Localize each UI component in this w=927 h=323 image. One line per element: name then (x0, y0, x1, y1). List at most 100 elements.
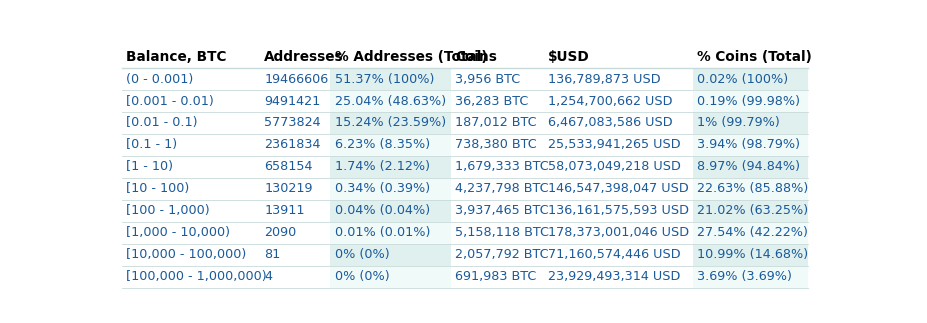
Bar (260, 200, 330, 222)
Text: Balance, BTC: Balance, BTC (126, 50, 226, 64)
Text: 2090: 2090 (264, 226, 296, 239)
Bar (692, 68, 807, 90)
Bar (121, 90, 260, 112)
Bar (451, 244, 542, 266)
Text: 178,373,001,046 USD: 178,373,001,046 USD (547, 226, 688, 239)
Text: 3.94% (98.79%): 3.94% (98.79%) (696, 139, 799, 151)
Text: 5,158,118 BTC: 5,158,118 BTC (455, 226, 549, 239)
Text: 25.04% (48.63%): 25.04% (48.63%) (335, 95, 445, 108)
Bar (121, 46, 260, 68)
Text: 23,929,493,314 USD: 23,929,493,314 USD (547, 270, 679, 283)
Text: 6,467,083,586 USD: 6,467,083,586 USD (547, 117, 671, 130)
Bar (451, 266, 542, 287)
Bar (121, 222, 260, 244)
Text: Coins: Coins (455, 50, 497, 64)
Bar (542, 90, 692, 112)
Text: 10.99% (14.68%): 10.99% (14.68%) (696, 248, 807, 261)
Bar (330, 68, 451, 90)
Text: 187,012 BTC: 187,012 BTC (455, 117, 537, 130)
Text: 36,283 BTC: 36,283 BTC (455, 95, 528, 108)
Bar (692, 178, 807, 200)
Bar (542, 200, 692, 222)
Text: 58,073,049,218 USD: 58,073,049,218 USD (547, 161, 679, 173)
Bar (330, 222, 451, 244)
Bar (121, 244, 260, 266)
Text: 0% (0%): 0% (0%) (335, 270, 388, 283)
Text: 15.24% (23.59%): 15.24% (23.59%) (335, 117, 445, 130)
Bar (451, 178, 542, 200)
Text: 136,161,575,593 USD: 136,161,575,593 USD (547, 204, 688, 217)
Text: [1 - 10): [1 - 10) (126, 161, 172, 173)
Bar (542, 156, 692, 178)
Bar (260, 156, 330, 178)
Bar (692, 46, 807, 68)
Bar (121, 200, 260, 222)
Text: (0 - 0.001): (0 - 0.001) (126, 73, 193, 86)
Bar (330, 90, 451, 112)
Text: % Coins (Total): % Coins (Total) (696, 50, 811, 64)
Bar (692, 222, 807, 244)
Bar (260, 222, 330, 244)
Text: 4,237,798 BTC: 4,237,798 BTC (455, 182, 549, 195)
Bar (451, 134, 542, 156)
Bar (260, 134, 330, 156)
Bar (260, 90, 330, 112)
Text: [0.01 - 0.1): [0.01 - 0.1) (126, 117, 197, 130)
Text: 3.69% (3.69%): 3.69% (3.69%) (696, 270, 791, 283)
Text: 0.34% (0.39%): 0.34% (0.39%) (335, 182, 429, 195)
Bar (330, 46, 451, 68)
Text: 146,547,398,047 USD: 146,547,398,047 USD (547, 182, 688, 195)
Bar (330, 200, 451, 222)
Bar (330, 156, 451, 178)
Bar (692, 112, 807, 134)
Text: [0.001 - 0.01): [0.001 - 0.01) (126, 95, 213, 108)
Bar (542, 222, 692, 244)
Text: [10,000 - 100,000): [10,000 - 100,000) (126, 248, 246, 261)
Bar (451, 90, 542, 112)
Text: Addresses: Addresses (264, 50, 343, 64)
Text: $USD: $USD (547, 50, 589, 64)
Bar (330, 244, 451, 266)
Text: 0.02% (100%): 0.02% (100%) (696, 73, 787, 86)
Bar (692, 90, 807, 112)
Bar (451, 222, 542, 244)
Bar (542, 68, 692, 90)
Text: 738,380 BTC: 738,380 BTC (455, 139, 537, 151)
Bar (260, 244, 330, 266)
Text: 51.37% (100%): 51.37% (100%) (335, 73, 434, 86)
Text: 691,983 BTC: 691,983 BTC (455, 270, 536, 283)
Bar (330, 266, 451, 287)
Bar (121, 112, 260, 134)
Bar (692, 244, 807, 266)
Text: 5773824: 5773824 (264, 117, 321, 130)
Bar (451, 156, 542, 178)
Bar (330, 134, 451, 156)
Bar (451, 68, 542, 90)
Text: 27.54% (42.22%): 27.54% (42.22%) (696, 226, 807, 239)
Bar (330, 178, 451, 200)
Bar (692, 200, 807, 222)
Bar (330, 112, 451, 134)
Text: 0.04% (0.04%): 0.04% (0.04%) (335, 204, 429, 217)
Text: 1.74% (2.12%): 1.74% (2.12%) (335, 161, 429, 173)
Bar (451, 112, 542, 134)
Text: 658154: 658154 (264, 161, 312, 173)
Text: 0.01% (0.01%): 0.01% (0.01%) (335, 226, 429, 239)
Text: 19466606: 19466606 (264, 73, 328, 86)
Text: 136,789,873 USD: 136,789,873 USD (547, 73, 659, 86)
Bar (542, 178, 692, 200)
Bar (692, 266, 807, 287)
Text: [10 - 100): [10 - 100) (126, 182, 189, 195)
Text: 130219: 130219 (264, 182, 312, 195)
Bar (542, 112, 692, 134)
Bar (451, 46, 542, 68)
Text: [100 - 1,000): [100 - 1,000) (126, 204, 210, 217)
Text: % Addresses (Total): % Addresses (Total) (335, 50, 487, 64)
Text: [0.1 - 1): [0.1 - 1) (126, 139, 177, 151)
Text: 1% (99.79%): 1% (99.79%) (696, 117, 779, 130)
Bar (451, 200, 542, 222)
Text: 9491421: 9491421 (264, 95, 320, 108)
Bar (692, 156, 807, 178)
Text: 1,679,333 BTC: 1,679,333 BTC (455, 161, 549, 173)
Bar (121, 266, 260, 287)
